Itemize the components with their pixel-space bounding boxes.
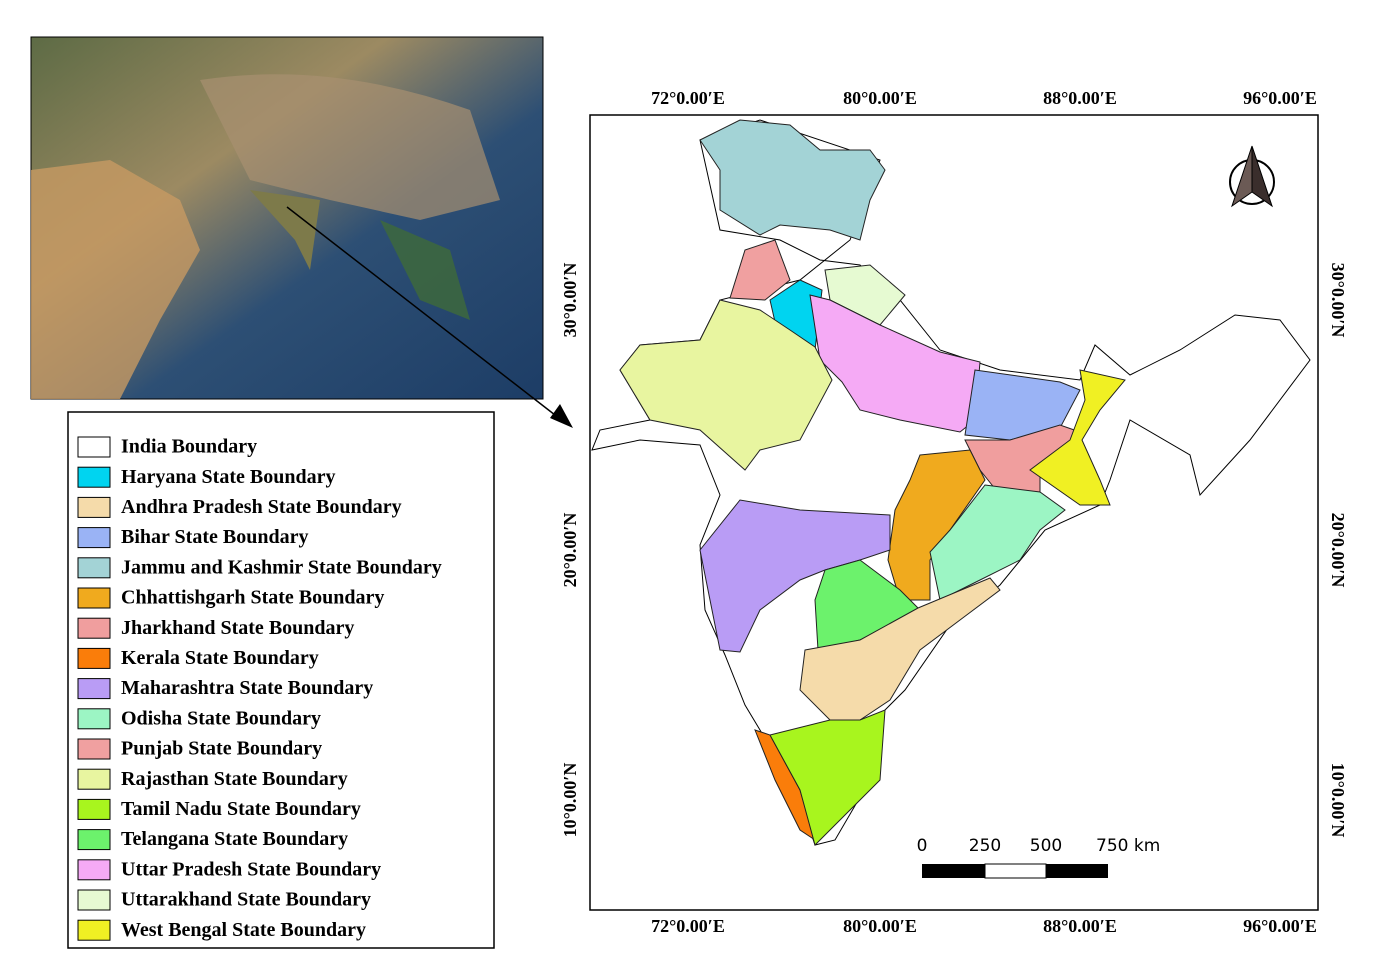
longitude-label: 96°0.00′E (1243, 916, 1317, 936)
india-map (591, 119, 1311, 846)
latitude-label: 10°0.00′N (1328, 763, 1348, 838)
legend: India Boundary Haryana State Boundary Andh… (77, 436, 442, 941)
longitude-label: 72°0.00′E (651, 916, 725, 936)
legend-label: Andhra Pradesh State Boundary (121, 496, 402, 518)
latitude-label: 30°0.00′N (1328, 263, 1348, 338)
state-region (699, 119, 886, 241)
scale-bar (922, 863, 1108, 879)
legend-label: Uttar Pradesh State Boundary (121, 858, 381, 880)
longitude-label: 88°0.00′E (1043, 916, 1117, 936)
legend-swatch (77, 859, 111, 881)
legend-swatch (77, 496, 111, 518)
state-region (824, 264, 906, 326)
scale-label: 500 (1030, 836, 1062, 856)
scale-label: 750 km (1096, 836, 1160, 856)
scale-label: 0 (917, 836, 928, 856)
legend-box (67, 411, 495, 949)
legend-swatch (77, 829, 111, 851)
state-region (799, 577, 1001, 721)
legend-swatch (77, 738, 111, 760)
legend-label: Punjab State Boundary (121, 738, 322, 760)
latitude-label: 20°0.00′N (560, 513, 580, 588)
state-region (729, 239, 791, 301)
state-region (887, 449, 986, 601)
legend-label: West Bengal State Boundary (121, 919, 366, 941)
legend-swatch (77, 678, 111, 700)
legend-swatch (77, 647, 111, 669)
legend-label: India Boundary (121, 436, 257, 458)
longitude-label: 80°0.00′E (843, 88, 917, 108)
legend-swatch (77, 798, 111, 820)
legend-label: Telangana State Boundary (121, 828, 348, 850)
legend-swatch (77, 587, 111, 609)
scale-label: 250 (969, 836, 1001, 856)
legend-swatch (77, 889, 111, 911)
legend-label: Tamil Nadu State Boundary (121, 798, 361, 820)
longitude-label: 72°0.00′E (651, 88, 725, 108)
legend-label: Haryana State Boundary (121, 466, 335, 488)
state-region (619, 299, 833, 471)
legend-swatch (77, 617, 111, 639)
legend-swatch (77, 768, 111, 790)
graticule-labels: 72°0.00′E 72°0.00′E 80°0.00′E 80°0.00′E 88°0… (560, 88, 1348, 936)
legend-label: Maharashtra State Boundary (121, 677, 373, 699)
legend-label: Kerala State Boundary (121, 647, 319, 669)
state-region (1029, 369, 1126, 506)
legend-label: Bihar State Boundary (121, 526, 308, 548)
longitude-label: 80°0.00′E (843, 916, 917, 936)
north-arrow (1229, 145, 1275, 208)
longitude-label: 96°0.00′E (1243, 88, 1317, 108)
legend-label: Odisha State Boundary (121, 707, 321, 729)
legend-swatch (77, 919, 111, 941)
longitude-label: 88°0.00′E (1043, 88, 1117, 108)
legend-swatch (77, 436, 111, 458)
latitude-label: 20°0.00′N (1328, 513, 1348, 588)
latitude-label: 10°0.00′N (560, 763, 580, 838)
legend-label: Jammu and Kashmir State Boundary (121, 556, 442, 578)
state-region (769, 709, 886, 846)
legend-swatch (77, 708, 111, 730)
legend-swatch (77, 527, 111, 549)
legend-label: Jharkhand State Boundary (121, 617, 354, 639)
legend-label: Uttarakhand State Boundary (121, 889, 371, 911)
legend-label: Chhattishgarh State Boundary (121, 587, 384, 609)
legend-swatch (77, 557, 111, 579)
legend-swatch (77, 466, 111, 488)
legend-label: Rajasthan State Boundary (121, 768, 348, 790)
inset-satellite (30, 36, 573, 428)
latitude-label: 30°0.00′N (560, 263, 580, 338)
state-region (929, 484, 1066, 601)
